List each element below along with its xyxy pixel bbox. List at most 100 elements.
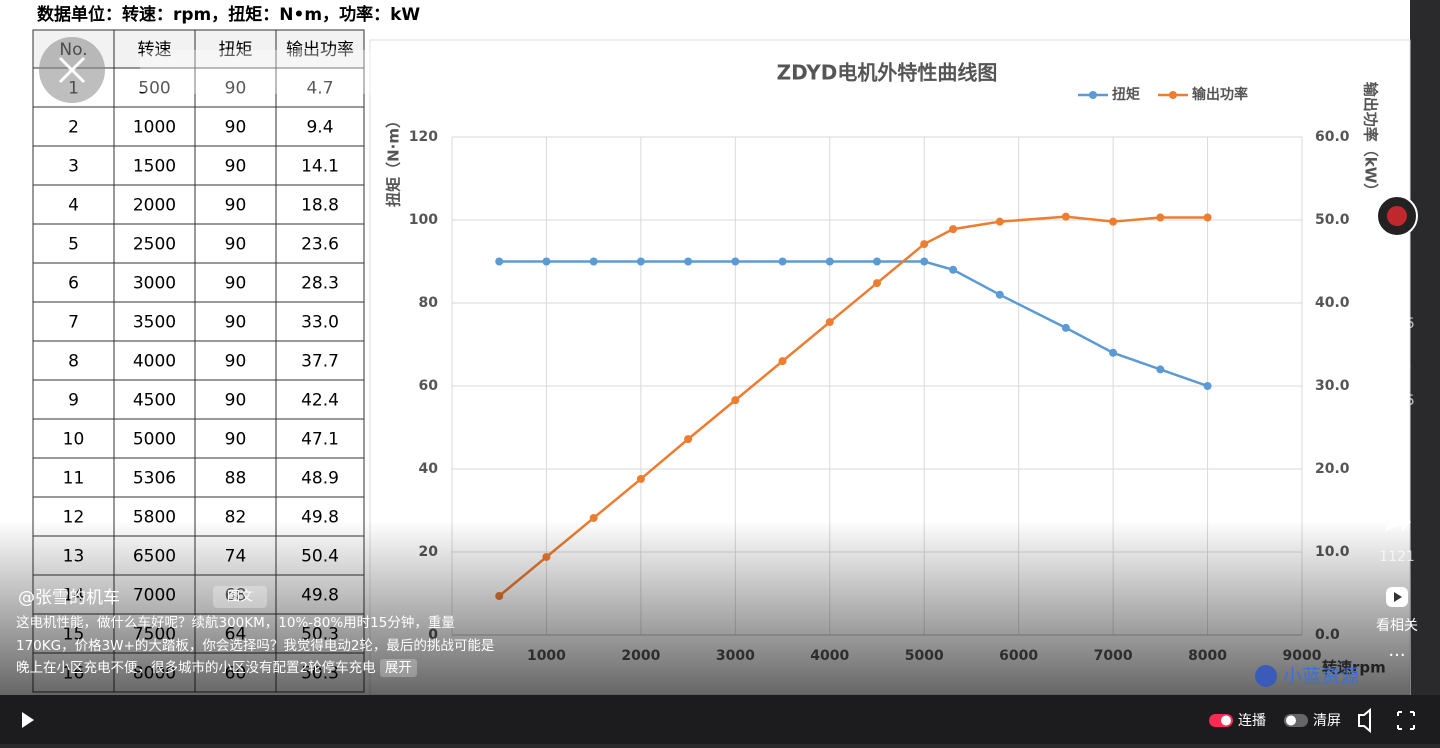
data-point (731, 396, 740, 405)
table-value: 7 (68, 313, 79, 333)
table-value: 18.8 (301, 196, 339, 216)
table-cell (275, 457, 365, 498)
table-value: 47.1 (301, 430, 339, 450)
data-point (873, 257, 881, 266)
data-point (825, 318, 834, 327)
table-header: 输出功率 (286, 40, 354, 60)
legend-marker (1089, 91, 1097, 99)
expand-button[interactable]: 展开 (379, 659, 417, 677)
search-box[interactable] (140, 50, 438, 94)
data-point (542, 257, 551, 266)
related[interactable]: 看相关 (1376, 618, 1418, 634)
y2-tick-label: 60.0 (1315, 129, 1350, 145)
table-cell (113, 106, 196, 147)
data-point (949, 265, 958, 274)
table-cell (113, 184, 196, 225)
table-header: 扭矩 (219, 40, 253, 60)
autoplay: 连播 (1238, 713, 1266, 729)
table-value: 1000 (133, 118, 176, 138)
table-value: 90 (225, 274, 247, 294)
table-cell (32, 262, 115, 303)
table-value: 5000 (133, 430, 176, 450)
y-axis-label: 扭矩（N·m） (385, 113, 403, 207)
favorite-icon[interactable] (1384, 431, 1410, 455)
table-value: 90 (225, 79, 247, 99)
table-value: 500 (138, 79, 170, 99)
table-value: 37.7 (301, 352, 339, 372)
clear-knob (1286, 715, 1296, 726)
autoplay-knob (1221, 715, 1231, 726)
data-point (1156, 365, 1165, 374)
data-point (684, 257, 693, 266)
table-value: 11 (63, 469, 85, 489)
data-point (684, 435, 693, 444)
table-value: 5306 (133, 469, 176, 489)
y-tick-label: 60 (419, 378, 439, 394)
table-value: 14.1 (301, 157, 339, 177)
data-point (995, 217, 1004, 226)
table-value: 90 (225, 235, 247, 255)
table-value: 2500 (133, 235, 176, 255)
y2-tick-label: 30.0 (1315, 378, 1350, 394)
y2-tick-label: 20.0 (1315, 461, 1350, 477)
legend-label: 输出功率 (1192, 86, 1248, 103)
like-count: 7865 (1379, 316, 1415, 332)
table-cell (194, 379, 277, 420)
table-cell (275, 184, 365, 225)
data-point (1061, 212, 1070, 221)
table-cell (113, 457, 196, 498)
table-cell (194, 223, 277, 264)
data-point (731, 257, 740, 266)
play-button[interactable] (22, 712, 34, 728)
table-value: 42.4 (301, 391, 339, 411)
data-point (778, 257, 787, 266)
table-cell (113, 67, 196, 108)
legend-label: 扭矩 (1112, 86, 1140, 103)
data-point (1109, 217, 1118, 226)
share-icon[interactable] (1385, 511, 1411, 533)
table-value: 33.0 (301, 313, 339, 333)
table-value: 4 (68, 196, 79, 216)
comment-icon[interactable] (1384, 355, 1410, 377)
data-point (495, 257, 504, 266)
table-cell (113, 379, 196, 420)
table-cell (275, 379, 365, 420)
like-icon[interactable] (1384, 278, 1410, 300)
chart-title: ZDYD电机外特性曲线图 (777, 61, 998, 85)
data-point (825, 257, 834, 266)
table-value: 90 (225, 430, 247, 450)
y-tick-label: 120 (409, 129, 438, 145)
close-icon (58, 56, 86, 84)
data-point (1203, 213, 1212, 222)
table-value: 6 (68, 274, 79, 294)
author[interactable]: @张雪的机车 (18, 588, 120, 608)
series-line (499, 260, 1208, 388)
table-value: 3500 (133, 313, 176, 333)
y2-axis-label: 输出功率（kW） (1362, 82, 1380, 199)
tag-box (213, 586, 267, 608)
legend-marker (1169, 91, 1177, 99)
table-value: 90 (225, 352, 247, 372)
table-value: 48.9 (301, 469, 339, 489)
search-button[interactable]: 搜索 (395, 63, 423, 80)
data-point (778, 357, 787, 366)
table-cell (275, 106, 365, 147)
table-value: 28.3 (301, 274, 339, 294)
table-cell (32, 457, 115, 498)
data-point (1109, 348, 1118, 357)
table-value: 9.4 (306, 118, 333, 138)
table-value: 9 (68, 391, 79, 411)
data-point (1061, 323, 1070, 332)
table-value: 90 (225, 391, 247, 411)
share-count: 1121 (1379, 549, 1415, 565)
table-header: 转速 (138, 40, 172, 60)
table-value: 4000 (133, 352, 176, 372)
more-button[interactable]: ··· (1388, 645, 1405, 666)
table-value: 5 (68, 235, 79, 255)
fullscreen-button[interactable] (1397, 711, 1415, 730)
table-cell (275, 29, 365, 69)
series-line (498, 215, 1208, 597)
table-cell (32, 340, 115, 381)
table-value: 90 (225, 313, 247, 333)
volume-button[interactable] (1358, 707, 1371, 734)
